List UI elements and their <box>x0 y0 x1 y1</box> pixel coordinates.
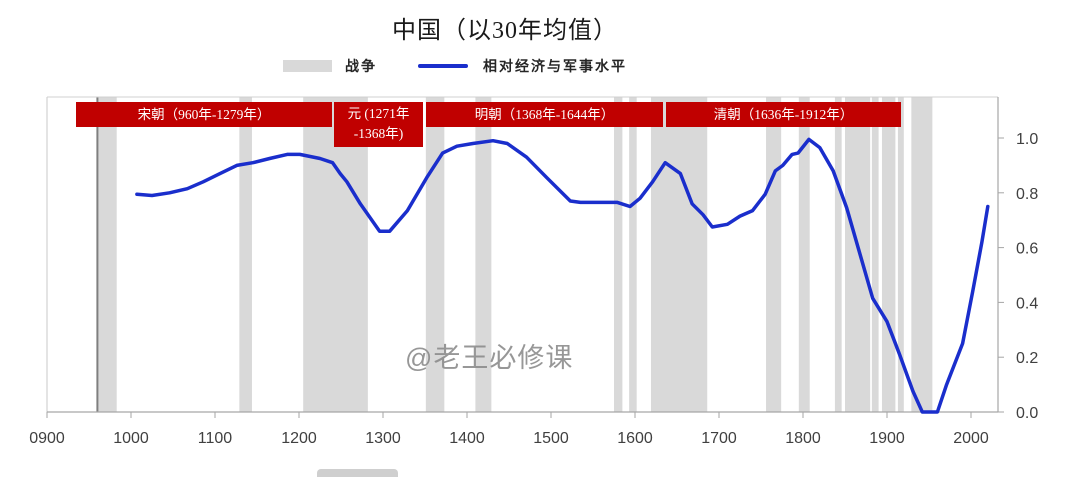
war-period-bar <box>303 97 368 412</box>
x-tick-label: 1200 <box>281 430 317 447</box>
x-tick-label: 1800 <box>785 430 821 447</box>
chart-title: 中国（以30年均值） <box>392 18 618 44</box>
banner-yuan-line2: -1368年) <box>353 126 404 141</box>
banner-song: 宋朝（960年-1279年） <box>76 102 332 127</box>
war-period-bar <box>425 97 445 412</box>
war-period-bar <box>475 97 492 412</box>
x-tick-label: 1900 <box>869 430 905 447</box>
series-line <box>135 137 990 414</box>
x-tick-label: 0900 <box>29 430 65 447</box>
war-period-bar <box>629 97 637 412</box>
x-tick-label: 1000 <box>113 430 149 447</box>
banner-ming: 明朝（1368年-1644年） <box>426 102 663 127</box>
war-period-bar <box>871 97 879 412</box>
legend-line-label: 相对经济与军事水平 <box>483 60 627 75</box>
x-tick-label: 1500 <box>533 430 569 447</box>
marker-line <box>96 97 99 412</box>
legend-war-label: 战争 <box>345 60 377 75</box>
x-tick-label: 1100 <box>198 430 233 447</box>
war-period-bar <box>97 97 117 412</box>
war-shading-group <box>97 97 933 412</box>
x-tick-label: 1400 <box>449 430 485 447</box>
war-period-bar <box>766 97 782 412</box>
banner-qing: 清朝（1636年-1912年） <box>666 102 901 127</box>
legend-line-swatch-icon <box>418 64 468 68</box>
banner-yuan: 元 (1271年 -1368年) <box>334 102 423 147</box>
y-tick-label: 0.2 <box>1016 350 1038 367</box>
y-tick-label: 0.4 <box>1016 295 1038 312</box>
x-tick-label: 2000 <box>953 430 989 447</box>
war-period-bar <box>897 97 904 412</box>
y-tick-label: 1.0 <box>1016 131 1038 148</box>
y-tick-label: 0.8 <box>1016 186 1038 203</box>
watermark: @老王必修课 <box>405 343 574 373</box>
war-period-bar <box>911 97 933 412</box>
x-tick-label: 1700 <box>701 430 737 447</box>
y-tick-label: 0.0 <box>1016 405 1038 422</box>
banner-yuan-line1: 元 (1271年 <box>347 106 410 121</box>
x-tick-label: 1600 <box>617 430 653 447</box>
bottom-partial-element <box>317 469 398 477</box>
war-period-bar <box>881 97 896 412</box>
war-period-bar <box>650 97 708 412</box>
legend-war-swatch-icon <box>283 60 332 72</box>
y-tick-label: 0.6 <box>1016 241 1038 258</box>
war-period-bar <box>798 97 810 412</box>
war-period-bar <box>834 97 842 412</box>
x-tick-label: 1300 <box>365 430 401 447</box>
war-period-bar <box>614 97 623 412</box>
war-period-bar <box>239 97 252 412</box>
war-period-bar <box>845 97 871 412</box>
